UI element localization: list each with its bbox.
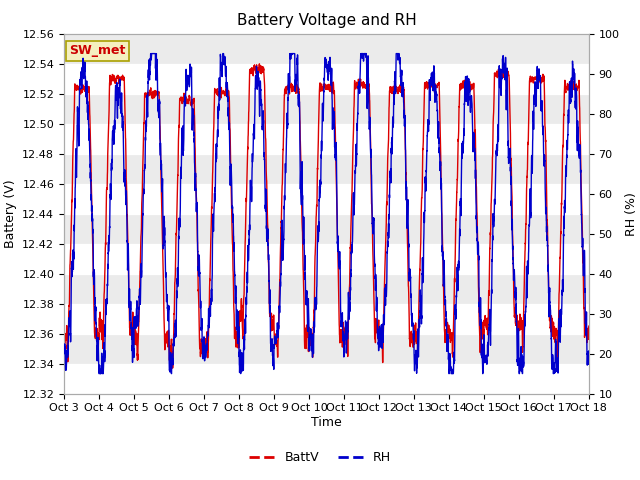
Bar bbox=[64, 243, 589, 274]
Bar bbox=[64, 303, 589, 334]
Bar bbox=[64, 214, 589, 243]
Bar bbox=[64, 274, 589, 303]
Bar bbox=[64, 94, 589, 123]
Bar bbox=[64, 34, 589, 63]
Bar bbox=[64, 123, 589, 154]
Bar bbox=[64, 363, 589, 394]
Bar bbox=[64, 183, 589, 214]
Bar bbox=[64, 154, 589, 183]
Y-axis label: RH (%): RH (%) bbox=[625, 192, 638, 236]
X-axis label: Time: Time bbox=[311, 416, 342, 429]
Text: SW_met: SW_met bbox=[69, 44, 125, 58]
Y-axis label: Battery (V): Battery (V) bbox=[4, 180, 17, 248]
Title: Battery Voltage and RH: Battery Voltage and RH bbox=[237, 13, 416, 28]
Bar bbox=[64, 334, 589, 363]
Legend: BattV, RH: BattV, RH bbox=[244, 446, 396, 469]
Bar bbox=[64, 63, 589, 94]
